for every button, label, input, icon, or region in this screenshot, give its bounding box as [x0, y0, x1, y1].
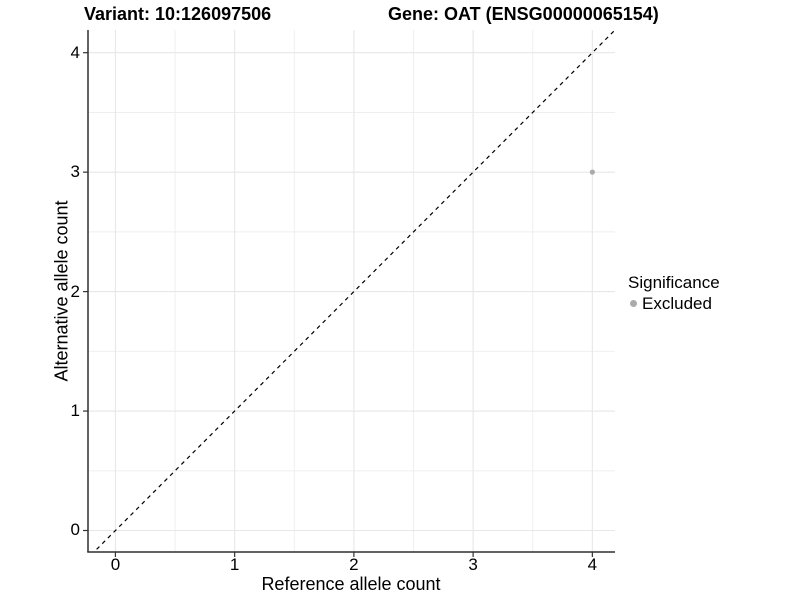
- data-point: [589, 169, 595, 175]
- x-tick-label: 4: [587, 555, 598, 574]
- y-tick-label: 0: [70, 520, 80, 540]
- x-axis-title: Reference allele count: [261, 574, 441, 594]
- plot-title-variant: Variant: 10:126097506: [84, 4, 272, 24]
- plot-title-gene: Gene: OAT (ENSG00000065154): [388, 4, 659, 24]
- x-tick-label: 1: [229, 555, 240, 574]
- x-tick-label: 0: [110, 555, 121, 574]
- y-tick-label: 1: [70, 401, 80, 421]
- y-tick-label: 3: [70, 162, 80, 182]
- legend-item-label: Excluded: [642, 294, 712, 313]
- legend: Significance Excluded: [628, 272, 720, 314]
- plot-panel: [83, 30, 615, 557]
- legend-title: Significance: [628, 273, 720, 292]
- x-tick-label: 3: [468, 555, 478, 574]
- y-tick-label: 4: [70, 42, 80, 62]
- identity-line: [93, 30, 615, 552]
- legend-item-excluded: Excluded: [628, 293, 720, 314]
- excluded-point-icon: [630, 300, 637, 307]
- y-tick-label: 2: [70, 281, 80, 301]
- x-tick-label: 2: [349, 555, 359, 574]
